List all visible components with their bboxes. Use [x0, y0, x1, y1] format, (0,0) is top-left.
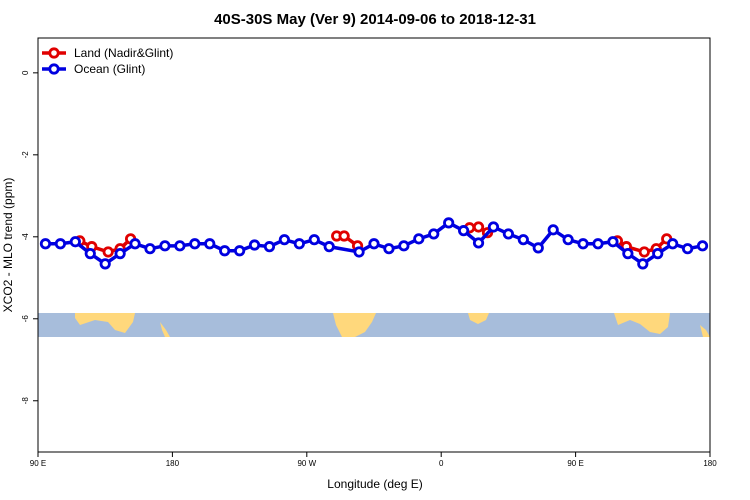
point [637, 258, 649, 270]
point [248, 239, 261, 251]
point [159, 240, 171, 252]
point [144, 243, 156, 255]
point [577, 238, 589, 250]
point [638, 246, 650, 258]
plot-frame [37, 37, 711, 453]
point [54, 238, 67, 250]
point [234, 245, 246, 257]
land-shape [614, 313, 670, 334]
y-tick-label: -4 [21, 233, 30, 241]
x-axis-label: Longitude (deg E) [327, 477, 422, 491]
point [383, 243, 395, 255]
point [607, 236, 619, 248]
point [129, 238, 141, 250]
x-tick-label: 90 W [297, 459, 316, 468]
point [308, 234, 320, 246]
x-tick-label: 90 E [567, 459, 583, 468]
x-tick-label: 180 [166, 459, 180, 468]
y-tick-label: -8 [21, 397, 30, 405]
land-shape [75, 313, 135, 333]
point [323, 241, 335, 253]
point [353, 246, 365, 258]
y-tick-label: -6 [21, 315, 30, 323]
land-shape [700, 325, 710, 337]
point [457, 225, 470, 237]
point [547, 224, 559, 236]
point [219, 245, 231, 257]
point [502, 228, 514, 240]
point [84, 248, 96, 260]
point [278, 234, 290, 246]
point [102, 246, 114, 258]
point [472, 221, 485, 233]
point [293, 238, 305, 250]
point [667, 238, 679, 250]
point [398, 240, 410, 252]
point [174, 240, 186, 252]
point [114, 248, 126, 260]
chart-title: 40S-30S May (Ver 9) 2014-09-06 to 2018-1… [214, 11, 536, 28]
point [517, 234, 529, 246]
legend-label: Ocean (Glint) [74, 62, 145, 76]
point [472, 237, 485, 249]
point [487, 221, 500, 233]
legend-marker [48, 47, 60, 59]
point [204, 238, 216, 250]
map-strip [38, 313, 710, 337]
land-shape [333, 313, 376, 337]
point [69, 236, 81, 248]
point [263, 241, 276, 253]
point [443, 217, 455, 229]
point [532, 242, 544, 254]
point [189, 238, 201, 250]
point [428, 228, 440, 240]
y-axis-label: XCO2 - MLO trend (ppm) [1, 178, 15, 313]
legend-marker [48, 63, 60, 75]
point [562, 234, 574, 246]
point [696, 240, 709, 252]
land-shape [468, 313, 489, 324]
point [368, 238, 380, 250]
point [99, 258, 111, 270]
y-tick-label: 0 [21, 70, 30, 75]
point [652, 248, 664, 260]
point [592, 238, 604, 250]
point [413, 233, 425, 245]
land-shape [160, 322, 170, 337]
point [622, 248, 634, 260]
point [39, 238, 52, 250]
y-tick-label: -2 [21, 151, 30, 159]
point [338, 230, 350, 242]
legend-label: Land (Nadir&Glint) [74, 46, 173, 60]
x-tick-label: 0 [439, 459, 444, 468]
x-tick-label: 90 E [30, 459, 46, 468]
point [681, 243, 694, 255]
x-tick-label: 180 [703, 459, 717, 468]
